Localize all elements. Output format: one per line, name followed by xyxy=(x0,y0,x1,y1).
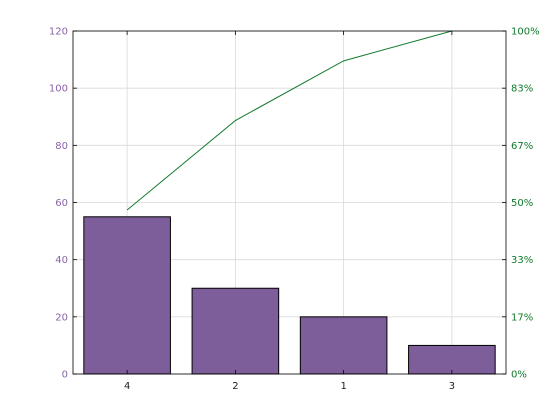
bar-3 xyxy=(408,344,496,375)
cumulative-percent-line xyxy=(126,30,453,211)
right-tick-label: 17% xyxy=(511,312,533,323)
x-tick-label: 1 xyxy=(340,381,346,392)
left-tick-label: 60 xyxy=(55,198,68,209)
right-tick-label: 67% xyxy=(511,141,533,152)
x-axis-ticks: 4 2 1 3 xyxy=(124,31,455,392)
right-tick-label: 83% xyxy=(511,84,533,95)
bar-4 xyxy=(83,216,171,375)
bars xyxy=(83,216,496,375)
x-tick-label: 3 xyxy=(449,381,455,392)
left-tick-label: 120 xyxy=(49,27,68,38)
right-axis-ticks: 0% 17% 33% 50% 67% 83% 100% xyxy=(502,27,540,381)
x-tick-label: 2 xyxy=(232,381,238,392)
right-tick-label: 0% xyxy=(511,370,527,381)
right-tick-label: 33% xyxy=(511,255,533,266)
left-axis-ticks: 0 20 40 60 80 100 120 xyxy=(49,27,77,381)
bar-2 xyxy=(191,287,280,375)
right-tick-label: 50% xyxy=(511,198,533,209)
x-tick-label: 4 xyxy=(124,381,130,392)
left-tick-label: 80 xyxy=(55,141,68,152)
left-tick-label: 40 xyxy=(55,255,68,266)
bar-1 xyxy=(299,316,388,375)
left-tick-label: 100 xyxy=(49,84,68,95)
left-tick-label: 0 xyxy=(62,370,68,381)
cumulative-line xyxy=(126,30,453,211)
right-tick-label: 100% xyxy=(511,27,540,38)
left-tick-label: 20 xyxy=(55,312,68,323)
